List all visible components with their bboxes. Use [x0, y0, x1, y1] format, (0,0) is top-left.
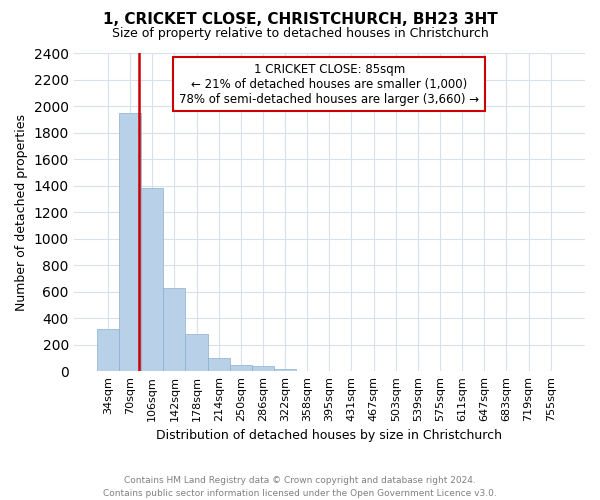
Text: Contains HM Land Registry data © Crown copyright and database right 2024.
Contai: Contains HM Land Registry data © Crown c…	[103, 476, 497, 498]
Bar	[141, 188, 163, 372]
Bar	[119, 112, 141, 372]
Bar	[97, 329, 119, 372]
Y-axis label: Number of detached properties: Number of detached properties	[15, 114, 28, 310]
Text: 1, CRICKET CLOSE, CHRISTCHURCH, BH23 3HT: 1, CRICKET CLOSE, CHRISTCHURCH, BH23 3HT	[103, 12, 497, 28]
Text: Size of property relative to detached houses in Christchurch: Size of property relative to detached ho…	[112, 28, 488, 40]
Bar	[163, 288, 185, 372]
Bar	[252, 366, 274, 372]
Bar	[230, 364, 252, 372]
Bar	[185, 334, 208, 372]
Bar	[274, 368, 296, 372]
Text: 1 CRICKET CLOSE: 85sqm
← 21% of detached houses are smaller (1,000)
78% of semi-: 1 CRICKET CLOSE: 85sqm ← 21% of detached…	[179, 62, 479, 106]
X-axis label: Distribution of detached houses by size in Christchurch: Distribution of detached houses by size …	[157, 430, 502, 442]
Bar	[208, 358, 230, 372]
